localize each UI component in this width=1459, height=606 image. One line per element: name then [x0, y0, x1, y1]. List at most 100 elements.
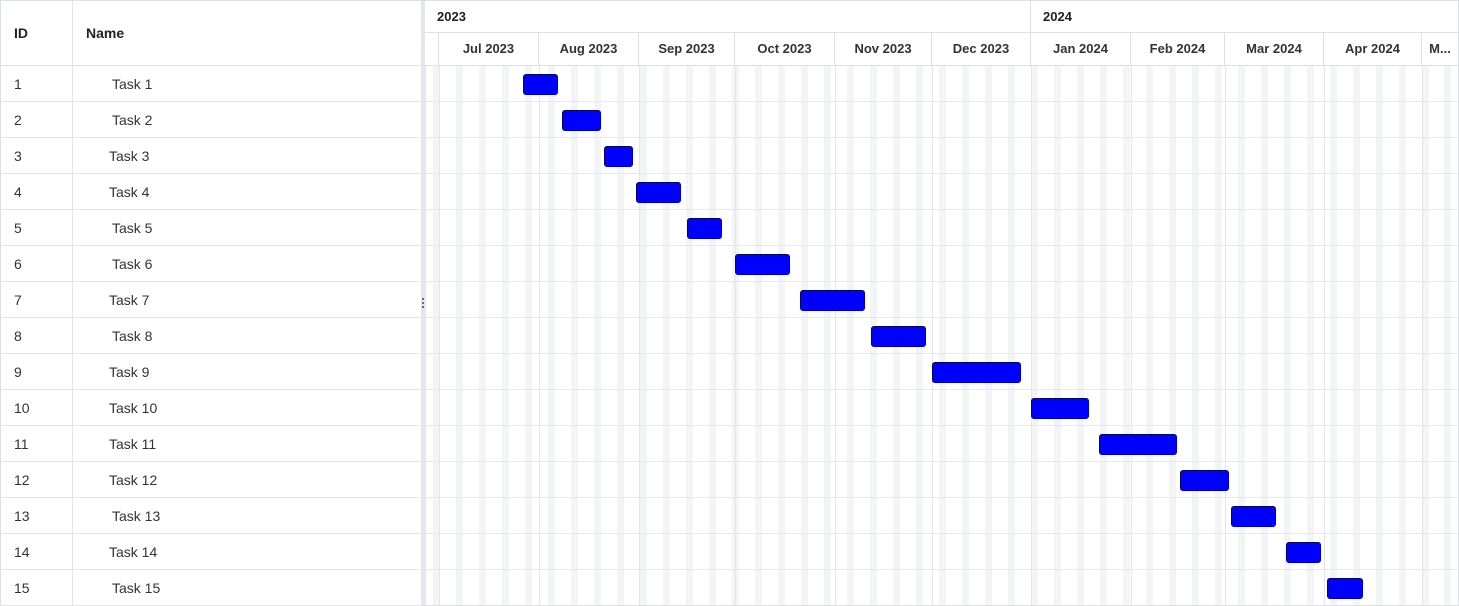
row-gridline	[425, 317, 1459, 318]
year-header-cell: 2023	[425, 1, 1031, 32]
task-bar[interactable]	[1099, 434, 1177, 455]
row-gridline	[425, 569, 1459, 570]
task-bar[interactable]	[1327, 578, 1363, 599]
task-bar[interactable]	[800, 290, 865, 311]
weekend-stripe	[1444, 66, 1451, 605]
task-id-cell: 11	[14, 436, 29, 452]
weekend-stripe	[801, 66, 808, 605]
weekend-stripe	[1008, 66, 1015, 605]
task-bar[interactable]	[687, 218, 722, 239]
weekend-stripe	[617, 66, 624, 605]
weekend-stripe	[571, 66, 578, 605]
weekend-stripe	[1192, 66, 1199, 605]
timeline-body	[425, 66, 1459, 605]
weekend-stripe	[456, 66, 463, 605]
month-header-cell: Apr 2024	[1324, 33, 1422, 65]
month-header-cell	[425, 33, 439, 65]
task-name-cell: Task 6	[112, 256, 153, 272]
row-gridline	[425, 389, 1459, 390]
month-gridline	[735, 66, 736, 605]
weekend-stripe	[1169, 66, 1176, 605]
weekend-stripe	[548, 66, 555, 605]
table-row[interactable]: 8 Task 8	[1, 318, 422, 354]
row-gridline	[425, 209, 1459, 210]
month-gridline	[539, 66, 540, 605]
task-name-cell: Task 15	[112, 580, 161, 596]
table-row[interactable]: 6 Task 6	[1, 246, 422, 282]
weekend-stripe	[479, 66, 486, 605]
task-grid: ID Name 1 Task 1 2 Task 2 3 Task 3 4 Task 4 5 Tas…	[1, 1, 422, 606]
month-header-cell: Jan 2024	[1031, 33, 1131, 65]
weekend-stripe	[1330, 66, 1337, 605]
weekend-stripe	[709, 66, 716, 605]
table-row[interactable]: 9 Task 9	[1, 354, 422, 390]
weekend-stripe	[1307, 66, 1314, 605]
weekend-stripe	[1261, 66, 1268, 605]
table-row[interactable]: 15 Task 15	[1, 570, 422, 606]
task-bar[interactable]	[871, 326, 926, 347]
weekend-stripe	[1031, 66, 1038, 605]
weekend-stripe	[824, 66, 831, 605]
year-header-cell: 2024	[1031, 1, 1459, 32]
task-bar[interactable]	[562, 110, 601, 131]
weekend-stripe	[433, 66, 440, 605]
timeline-pane: 2023 2024 Jul 2023 Aug 2023 Sep 2023 Oct 202…	[425, 1, 1459, 605]
table-row[interactable]: 3 Task 3	[1, 138, 422, 174]
table-row[interactable]: 7 Task 7	[1, 282, 422, 318]
task-bar[interactable]	[1180, 470, 1229, 491]
task-name-cell: Task 3	[109, 148, 150, 164]
month-gridline	[1131, 66, 1132, 605]
task-bar[interactable]	[735, 254, 790, 275]
table-row[interactable]: 14 Task 14	[1, 534, 422, 570]
table-row[interactable]: 5 Task 5	[1, 210, 422, 246]
month-gridline	[439, 66, 440, 605]
task-id-cell: 2	[14, 112, 22, 128]
timeline-month-header: Jul 2023 Aug 2023 Sep 2023 Oct 2023 Nov 2023…	[425, 33, 1459, 66]
task-bar[interactable]	[636, 182, 681, 203]
table-row[interactable]: 11 Task 11	[1, 426, 422, 462]
task-bar[interactable]	[523, 74, 558, 95]
month-gridline	[932, 66, 933, 605]
month-header-cell: Oct 2023	[735, 33, 835, 65]
task-bar[interactable]	[1286, 542, 1321, 563]
task-id-cell: 15	[14, 580, 30, 596]
table-row[interactable]: 13 Task 13	[1, 498, 422, 534]
weekend-stripe	[1238, 66, 1245, 605]
row-gridline	[425, 425, 1459, 426]
task-bar[interactable]	[604, 146, 633, 167]
vertical-ellipsis-icon[interactable]	[421, 296, 425, 310]
weekend-stripe	[640, 66, 647, 605]
task-bar[interactable]	[1231, 506, 1276, 527]
row-gridline	[425, 461, 1459, 462]
weekend-stripe	[1399, 66, 1406, 605]
task-id-cell: 12	[14, 472, 30, 488]
row-gridline	[425, 173, 1459, 174]
weekend-stripe	[939, 66, 946, 605]
weekend-stripe	[1054, 66, 1061, 605]
row-gridline	[425, 353, 1459, 354]
task-id-cell: 3	[14, 148, 22, 164]
row-gridline	[425, 281, 1459, 282]
table-row[interactable]: 2 Task 2	[1, 102, 422, 138]
table-row[interactable]: 10 Task 10	[1, 390, 422, 426]
weekend-stripe	[686, 66, 693, 605]
task-name-cell: Task 10	[109, 400, 158, 416]
table-row[interactable]: 1 Task 1	[1, 66, 422, 102]
month-gridline	[639, 66, 640, 605]
weekend-stripe	[847, 66, 854, 605]
month-header-cell: Dec 2023	[932, 33, 1031, 65]
task-bar[interactable]	[1031, 398, 1089, 419]
task-bar[interactable]	[932, 362, 1021, 383]
weekend-stripe	[502, 66, 509, 605]
table-row[interactable]: 12 Task 12	[1, 462, 422, 498]
column-header-name[interactable]: Name	[86, 25, 125, 41]
task-id-cell: 7	[14, 292, 22, 308]
month-header-cell: Sep 2023	[639, 33, 735, 65]
column-header-id[interactable]: ID	[14, 25, 28, 41]
column-divider[interactable]	[72, 1, 73, 605]
task-name-cell: Task 1	[112, 76, 153, 92]
month-gridline	[835, 66, 836, 605]
weekend-stripe	[1077, 66, 1084, 605]
table-row[interactable]: 4 Task 4	[1, 174, 422, 210]
